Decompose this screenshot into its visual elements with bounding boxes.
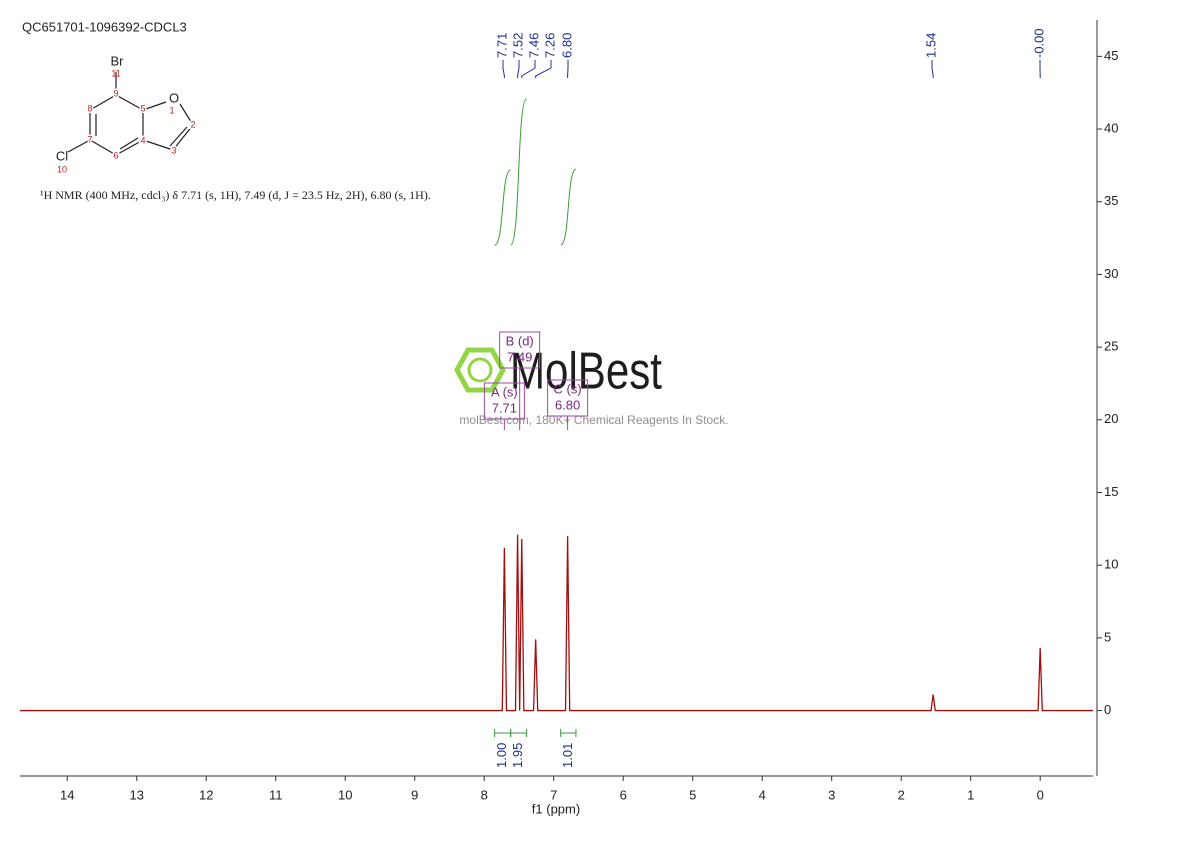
atom-number: 6 — [113, 150, 118, 160]
y-tick-label: 15 — [1104, 484, 1118, 499]
atom-number: 3 — [171, 145, 176, 155]
integral-label: 1.00 — [494, 743, 509, 768]
atom-symbol: O — [169, 90, 179, 105]
peak-label: 1.54 — [923, 33, 938, 58]
peak-label: 7.46 — [526, 33, 541, 58]
multiplet-shift: 6.80 — [555, 397, 580, 412]
x-tick-label: 0 — [1037, 787, 1044, 802]
y-tick-label: 35 — [1104, 193, 1118, 208]
x-axis-label: f1 (ppm) — [532, 801, 580, 816]
peak-leader — [535, 60, 552, 78]
watermark: MolBest molBest.com, 180K+ Chemical Reage… — [454, 343, 729, 427]
integral-curve — [510, 98, 528, 246]
x-tick-label: 7 — [550, 787, 557, 802]
integral-bracket — [510, 729, 528, 737]
watermark-brand: MolBest — [510, 343, 662, 401]
structure — [67, 72, 194, 156]
y-tick-label: 45 — [1104, 48, 1118, 63]
peak-label: -0.00 — [1031, 28, 1046, 58]
integral-label: 1.01 — [560, 743, 575, 768]
atom-number: 7 — [87, 134, 92, 144]
logo-hexagon — [454, 347, 506, 393]
x-tick-label: 14 — [60, 787, 74, 802]
atom-number: 1 — [169, 105, 174, 115]
x-tick-label: 1 — [967, 787, 974, 802]
watermark-tagline: molBest.com, 180K+ Chemical Reagents In … — [459, 413, 728, 427]
atom-number: 8 — [87, 103, 92, 113]
y-tick-label: 10 — [1104, 557, 1118, 572]
y-tick-label: 25 — [1104, 339, 1118, 354]
multiplet-name: A (s) — [491, 384, 518, 399]
y-tick-label: 40 — [1104, 120, 1118, 135]
atom-number: 4 — [140, 135, 145, 145]
atom-number: 2 — [190, 119, 195, 129]
atom-number: 11 — [111, 68, 120, 78]
multiplet-name: C (s) — [554, 381, 582, 396]
x-tick-label: 12 — [199, 787, 213, 802]
x-tick-label: 8 — [481, 787, 488, 802]
y-tick-label: 30 — [1104, 266, 1118, 281]
atom-number: 5 — [140, 103, 145, 113]
multiplet-shift: 7.49 — [507, 349, 532, 364]
y-tick-label: 5 — [1104, 629, 1111, 644]
logo-ring — [467, 357, 493, 383]
y-tick-label: 20 — [1104, 411, 1118, 426]
chart-title: QC651701-1096392-CDCL3 — [22, 19, 187, 34]
atom-symbol: Br — [111, 53, 125, 68]
x-tick-label: 9 — [411, 787, 418, 802]
x-tick-label: 10 — [338, 787, 352, 802]
x-tick-label: 11 — [269, 787, 283, 802]
atom-symbol: Cl — [56, 148, 68, 163]
peak-label: 7.26 — [542, 33, 557, 58]
peak-leader — [517, 60, 520, 78]
x-tick-label: 3 — [828, 787, 835, 802]
peak-leader — [502, 60, 505, 78]
integral-bracket — [560, 729, 577, 737]
x-tick-label: 6 — [620, 787, 627, 802]
atom-number: 10 — [57, 164, 67, 174]
peak-leader — [521, 60, 536, 78]
peak-label: 7.52 — [510, 33, 525, 58]
x-tick-label: 5 — [689, 787, 696, 802]
peak-leader — [931, 60, 934, 78]
y-tick-label: 0 — [1104, 702, 1111, 717]
spectrum-line — [20, 534, 1093, 712]
peak-label: 6.80 — [559, 33, 574, 58]
x-tick-label: 2 — [898, 787, 905, 802]
description: ¹H NMR (400 MHz, cdcl₃) δ 7.71 (s, 1H), … — [40, 188, 431, 202]
multiplet-shift: 7.71 — [492, 400, 517, 415]
x-tick-label: 4 — [759, 787, 766, 802]
integral-curve — [494, 169, 512, 246]
integral-curve — [560, 168, 577, 246]
integral-label: 1.95 — [510, 743, 525, 768]
peak-label: 7.71 — [494, 33, 509, 58]
multiplet-name: B (d) — [506, 333, 534, 348]
atom-number: 9 — [113, 88, 118, 98]
x-tick-label: 13 — [130, 787, 144, 802]
